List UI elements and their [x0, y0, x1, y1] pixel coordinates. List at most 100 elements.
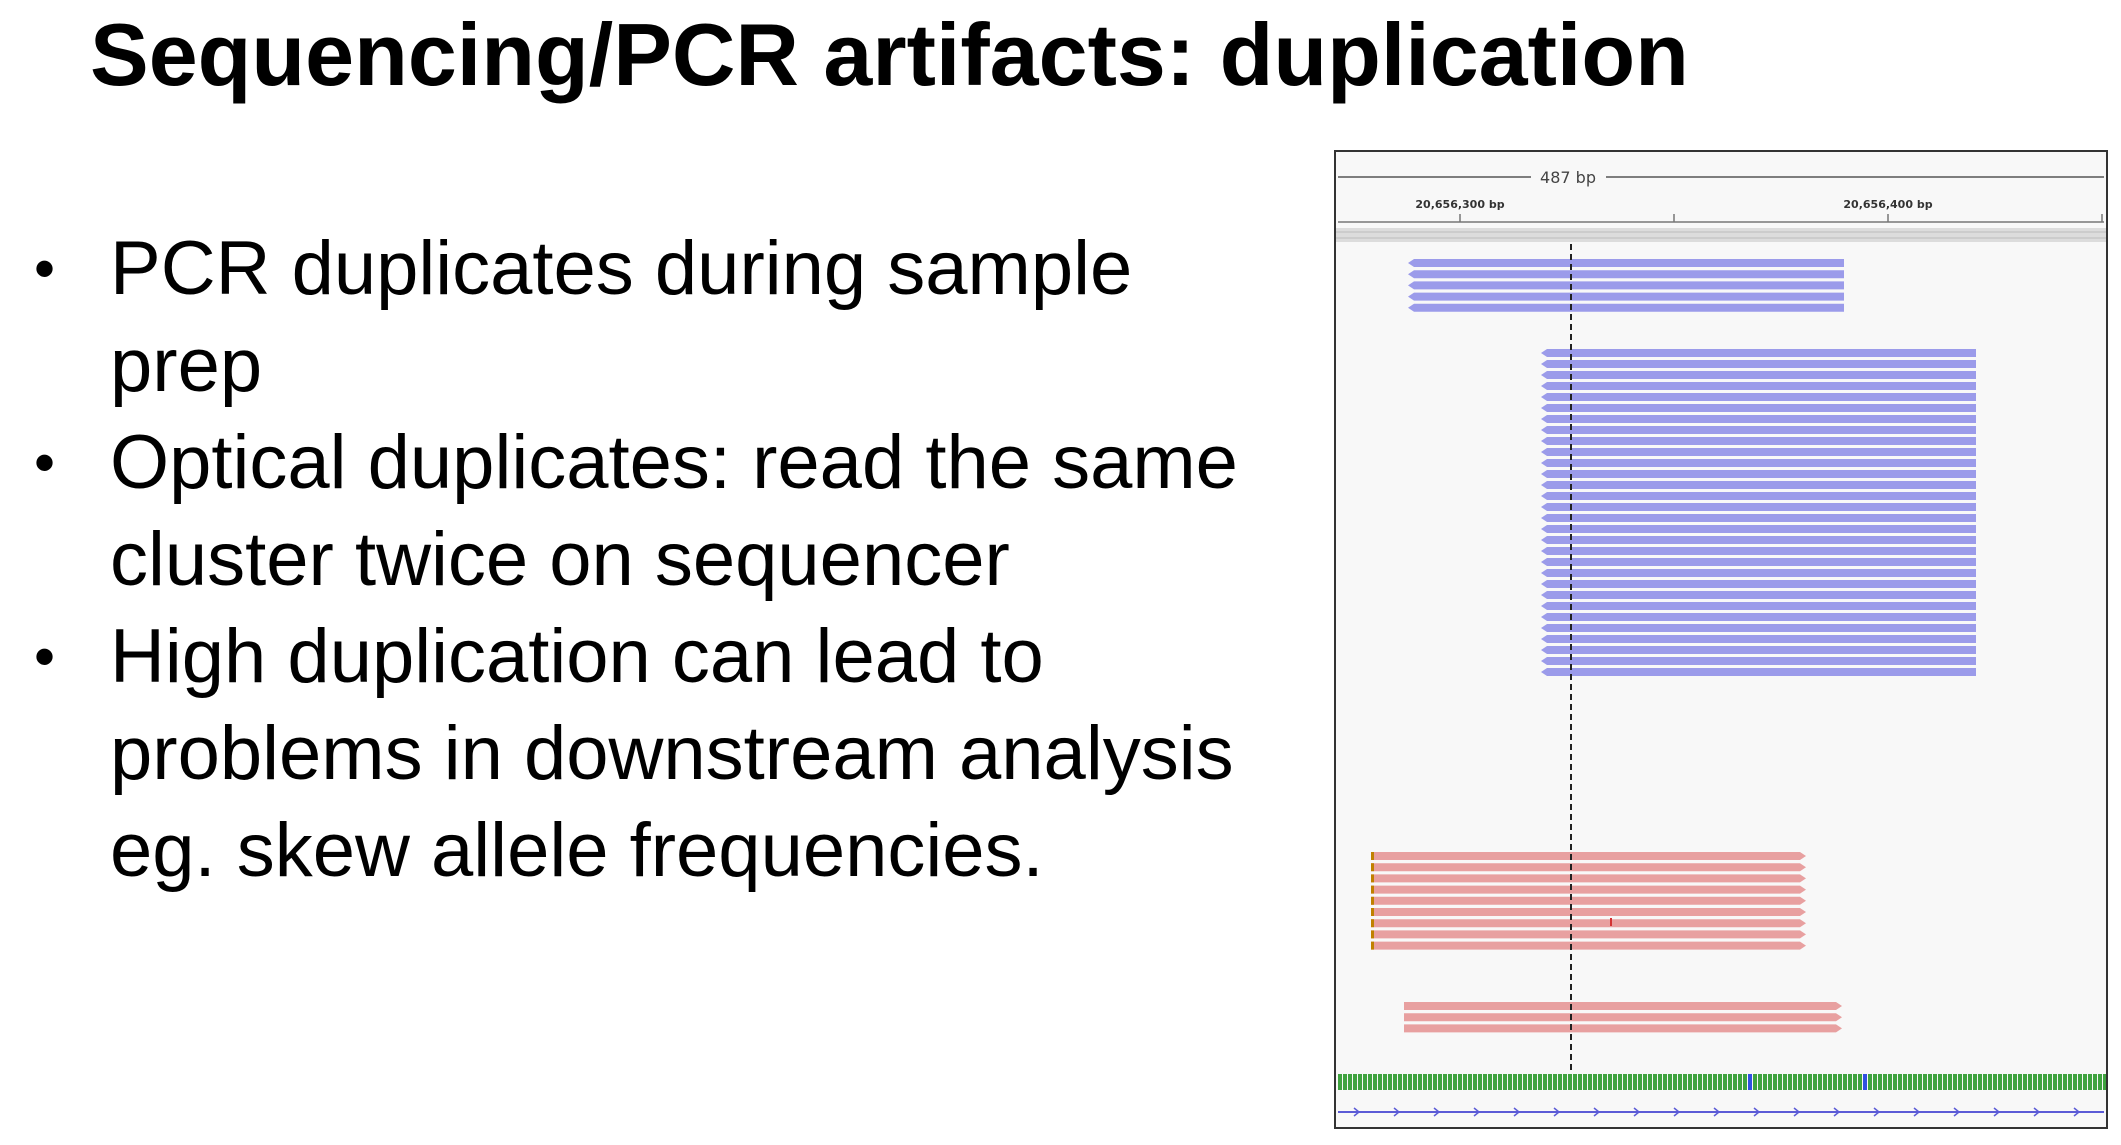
forward-read[interactable] — [1408, 259, 1844, 267]
forward-read[interactable] — [1541, 668, 1976, 676]
gene-strand-arrow — [1633, 1107, 1641, 1117]
forward-read[interactable] — [1541, 602, 1976, 610]
reverse-read[interactable] — [1371, 919, 1806, 928]
reverse-read[interactable] — [1404, 1024, 1842, 1033]
reference-base — [1978, 1074, 1982, 1090]
reference-base — [1778, 1074, 1782, 1090]
forward-read[interactable] — [1541, 393, 1976, 401]
reference-base — [1493, 1074, 1497, 1090]
forward-read[interactable] — [1408, 270, 1844, 279]
reference-base — [1438, 1074, 1442, 1090]
forward-read[interactable] — [1541, 481, 1976, 489]
reference-base — [1943, 1074, 1947, 1090]
reference-base — [1448, 1074, 1452, 1090]
slide-title: Sequencing/PCR artifacts: duplication — [90, 5, 1689, 104]
reference-base — [1568, 1074, 1572, 1090]
forward-read[interactable] — [1408, 303, 1844, 312]
reverse-read[interactable] — [1371, 941, 1806, 950]
forward-read[interactable] — [1541, 459, 1976, 467]
reference-base — [1923, 1074, 1927, 1090]
forward-read[interactable] — [1541, 624, 1976, 632]
gene-strand-arrow — [2073, 1107, 2081, 1117]
reference-base — [1398, 1074, 1402, 1090]
reverse-read[interactable] — [1404, 1002, 1842, 1010]
reference-base — [1888, 1074, 1892, 1090]
reference-base — [1918, 1074, 1922, 1090]
reference-base — [1833, 1074, 1837, 1090]
reference-base — [1928, 1074, 1932, 1090]
reference-base — [1563, 1074, 1567, 1090]
reference-base — [1488, 1074, 1492, 1090]
reference-base — [1618, 1074, 1622, 1090]
reference-base — [1883, 1074, 1887, 1090]
reference-base — [1803, 1074, 1807, 1090]
reverse-read[interactable] — [1371, 908, 1806, 916]
forward-read[interactable] — [1541, 360, 1976, 368]
forward-read[interactable] — [1541, 426, 1976, 434]
forward-read[interactable] — [1541, 404, 1976, 412]
forward-read[interactable] — [1541, 415, 1976, 423]
reference-base — [2008, 1074, 2012, 1090]
insertion-marker — [1371, 852, 1374, 860]
reference-base — [1853, 1074, 1857, 1090]
forward-read[interactable] — [1541, 635, 1976, 643]
reverse-read[interactable] — [1371, 885, 1806, 894]
forward-read[interactable] — [1541, 580, 1976, 588]
forward-read[interactable] — [1541, 448, 1976, 456]
reference-base — [1958, 1074, 1962, 1090]
forward-read[interactable] — [1541, 657, 1976, 665]
reverse-read[interactable] — [1371, 874, 1806, 883]
forward-read[interactable] — [1541, 569, 1976, 577]
forward-read[interactable] — [1541, 349, 1976, 357]
bullet-marker: • — [34, 429, 56, 496]
reference-base — [2063, 1074, 2067, 1090]
reference-base — [1693, 1074, 1697, 1090]
reference-base — [1648, 1074, 1652, 1090]
forward-read[interactable] — [1541, 613, 1976, 621]
reference-base — [1933, 1074, 1937, 1090]
reverse-read[interactable] — [1371, 863, 1806, 872]
forward-read[interactable] — [1541, 503, 1976, 511]
reference-base — [1683, 1074, 1687, 1090]
reference-base — [1433, 1074, 1437, 1090]
forward-read[interactable] — [1541, 492, 1976, 500]
reference-sequence-track — [1338, 1074, 2106, 1090]
reference-base — [2013, 1074, 2017, 1090]
reference-base — [2018, 1074, 2022, 1090]
forward-read[interactable] — [1408, 281, 1844, 290]
forward-read[interactable] — [1541, 525, 1976, 533]
reference-base — [2078, 1074, 2082, 1090]
forward-read[interactable] — [1541, 514, 1976, 522]
forward-read[interactable] — [1541, 547, 1976, 555]
forward-read[interactable] — [1541, 591, 1976, 599]
bullet-marker: • — [34, 623, 56, 690]
forward-read[interactable] — [1541, 536, 1976, 544]
gene-strand-arrow — [1433, 1107, 1441, 1117]
reference-base — [1363, 1074, 1367, 1090]
reference-base — [1998, 1074, 2002, 1090]
forward-read[interactable] — [1541, 382, 1976, 390]
reverse-read[interactable] — [1371, 930, 1806, 939]
reference-base — [1378, 1074, 1382, 1090]
forward-read[interactable] — [1541, 646, 1976, 654]
reference-base — [1528, 1074, 1532, 1090]
reverse-read[interactable] — [1371, 896, 1806, 905]
reverse-read[interactable] — [1404, 1013, 1842, 1022]
forward-read[interactable] — [1541, 470, 1976, 478]
reference-base — [1713, 1074, 1717, 1090]
forward-read[interactable] — [1541, 371, 1976, 379]
reference-base — [1573, 1074, 1577, 1090]
forward-read[interactable] — [1541, 558, 1976, 566]
bullet-marker: • — [34, 235, 56, 302]
forward-read[interactable] — [1541, 437, 1976, 445]
forward-read[interactable] — [1408, 292, 1844, 301]
gene-strand-arrow — [1753, 1107, 1761, 1117]
reference-base — [1423, 1074, 1427, 1090]
reference-base — [1688, 1074, 1692, 1090]
gene-strand-arrow — [1993, 1107, 2001, 1117]
reference-base — [1428, 1074, 1432, 1090]
reference-base — [2043, 1074, 2047, 1090]
igv-alignment-screenshot: 487 bp 20,656,300 bp 20,656,400 bp — [1334, 150, 2108, 1129]
reverse-read[interactable] — [1371, 852, 1806, 860]
reference-base — [1878, 1074, 1882, 1090]
